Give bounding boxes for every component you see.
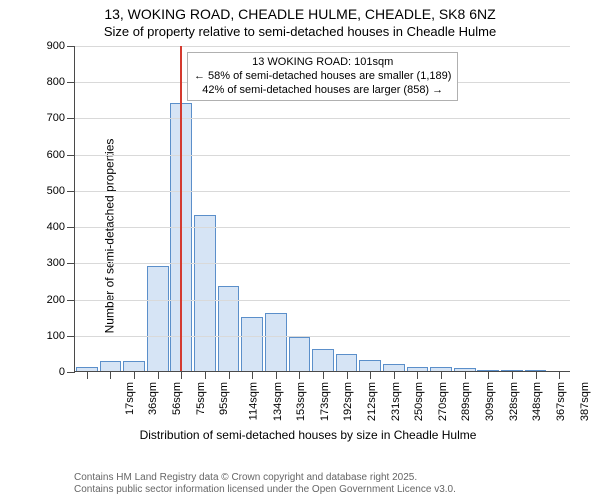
y-tick (67, 155, 75, 156)
annotation-line: 42% of semi-detached houses are larger (… (194, 84, 451, 98)
x-tick-label: 367sqm (555, 382, 567, 421)
x-tick-label: 95sqm (218, 382, 230, 415)
y-tick-label: 600 (47, 149, 65, 161)
x-tick (252, 371, 253, 379)
x-tick-label: 328sqm (508, 382, 520, 421)
gridline (75, 336, 570, 337)
x-tick (299, 371, 300, 379)
y-tick-label: 300 (47, 257, 65, 269)
y-tick (67, 227, 75, 228)
gridline (75, 227, 570, 228)
x-tick (87, 371, 88, 379)
y-tick-label: 400 (47, 221, 65, 233)
x-tick-label: 153sqm (295, 382, 307, 421)
x-tick (394, 371, 395, 379)
chart-title-line1: 13, WOKING ROAD, CHEADLE HULME, CHEADLE,… (0, 6, 600, 24)
x-tick-label: 36sqm (147, 382, 159, 415)
histogram-bar (289, 337, 311, 371)
x-tick-label: 309sqm (484, 382, 496, 421)
x-tick-label: 212sqm (366, 382, 378, 421)
y-tick (67, 336, 75, 337)
footer-line2: Contains public sector information licen… (74, 484, 456, 496)
x-tick-label: 75sqm (195, 382, 207, 415)
x-tick (536, 371, 537, 379)
histogram-bar (359, 360, 381, 371)
chart-footer: Contains HM Land Registry data © Crown c… (74, 472, 456, 496)
gridline (75, 263, 570, 264)
chart-title-line2: Size of property relative to semi-detach… (0, 24, 600, 40)
x-tick (512, 371, 513, 379)
x-tick-label: 114sqm (247, 382, 259, 420)
y-tick (67, 263, 75, 264)
x-tick-label: 387sqm (579, 382, 591, 421)
reference-line (180, 46, 182, 371)
y-tick-label: 500 (47, 185, 65, 197)
histogram-bar (123, 361, 145, 371)
histogram-bar (194, 215, 216, 371)
x-tick-label: 289sqm (461, 382, 473, 421)
x-tick (370, 371, 371, 379)
x-tick-label: 348sqm (531, 382, 543, 421)
gridline (75, 118, 570, 119)
y-tick-label: 200 (47, 294, 65, 306)
x-tick (276, 371, 277, 379)
chart-area: Number of semi-detached properties 01002… (38, 46, 578, 426)
x-tick-label: 56sqm (171, 382, 183, 415)
histogram-bar (336, 354, 358, 371)
x-tick-label: 270sqm (437, 382, 449, 421)
gridline (75, 155, 570, 156)
annotation-line: ← 58% of semi-detached houses are smalle… (194, 70, 451, 84)
y-tick-label: 900 (47, 40, 65, 52)
y-tick-label: 800 (47, 76, 65, 88)
x-tick-label: 192sqm (343, 382, 355, 421)
x-tick-label: 231sqm (390, 382, 402, 421)
annotation-line: 13 WOKING ROAD: 101sqm (194, 56, 451, 70)
x-tick (110, 371, 111, 379)
x-tick (488, 371, 489, 379)
y-tick (67, 372, 75, 373)
annotation-box: 13 WOKING ROAD: 101sqm← 58% of semi-deta… (187, 52, 458, 101)
x-tick (417, 371, 418, 379)
y-tick (67, 300, 75, 301)
chart-title-block: 13, WOKING ROAD, CHEADLE HULME, CHEADLE,… (0, 0, 600, 40)
x-tick-label: 250sqm (413, 382, 425, 421)
gridline (75, 300, 570, 301)
histogram-bar (241, 317, 263, 371)
y-tick-label: 0 (59, 366, 65, 378)
histogram-bar (265, 313, 287, 371)
histogram-bar (100, 361, 122, 371)
y-tick (67, 46, 75, 47)
gridline (75, 191, 570, 192)
y-tick (67, 191, 75, 192)
y-tick-label: 700 (47, 112, 65, 124)
plot-region: 010020030040050060070080090017sqm36sqm56… (74, 46, 570, 372)
x-tick (347, 371, 348, 379)
histogram-bar (147, 266, 169, 371)
x-tick-label: 17sqm (124, 382, 136, 415)
x-tick (205, 371, 206, 379)
x-tick (323, 371, 324, 379)
x-tick (134, 371, 135, 379)
histogram-bar (312, 349, 334, 371)
x-tick (181, 371, 182, 379)
y-tick-label: 100 (47, 330, 65, 342)
x-tick-label: 134sqm (272, 382, 284, 421)
y-tick (67, 118, 75, 119)
x-tick (465, 371, 466, 379)
x-tick (158, 371, 159, 379)
x-tick (229, 371, 230, 379)
x-axis-label: Distribution of semi-detached houses by … (38, 428, 578, 442)
x-tick-label: 173sqm (319, 382, 331, 421)
histogram-bar (383, 364, 405, 371)
gridline (75, 46, 570, 47)
y-tick (67, 82, 75, 83)
x-tick (441, 371, 442, 379)
x-tick (559, 371, 560, 379)
footer-line1: Contains HM Land Registry data © Crown c… (74, 472, 456, 484)
